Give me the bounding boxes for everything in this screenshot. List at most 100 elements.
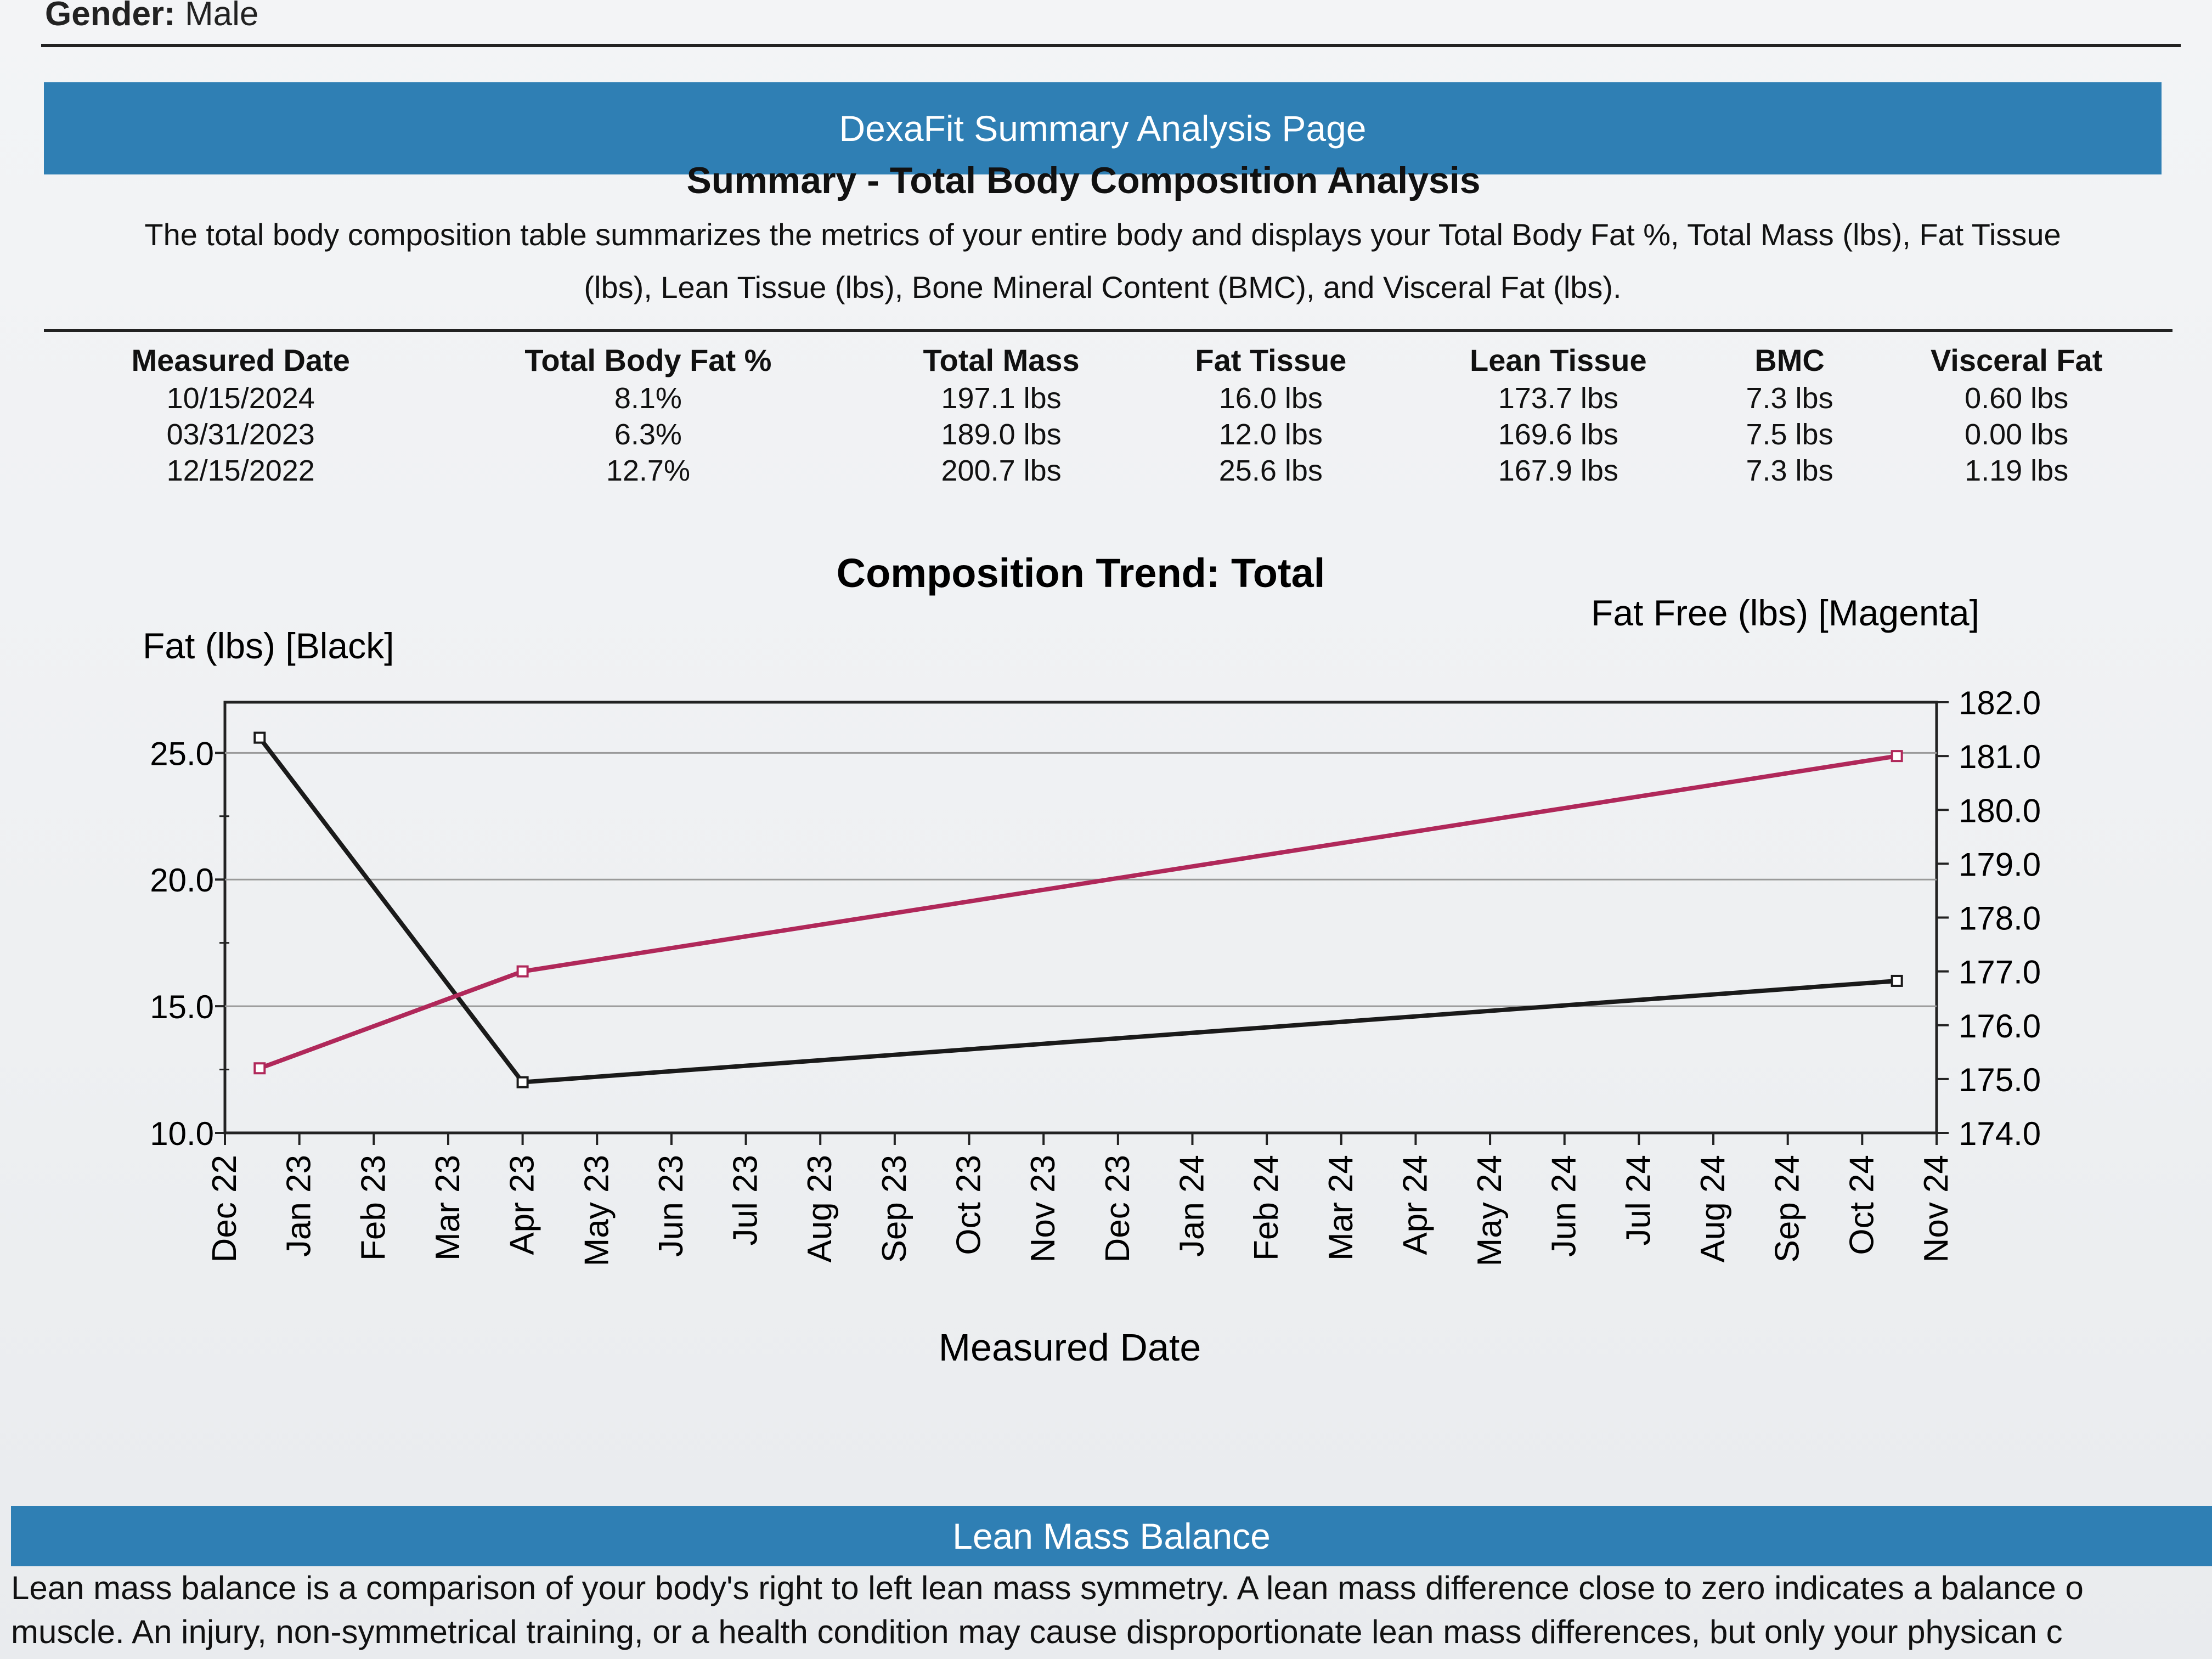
plot-frame [223,701,1938,1135]
col-visceral-fat: Visceral Fat [1930,343,2103,377]
x-tick-label: Nov 23 [1024,1155,1062,1262]
intro-line-1: The total body composition table summari… [144,217,2061,252]
right-tick-label: 179.0 [1959,846,2041,883]
x-tick-label: Jun 24 [1545,1155,1583,1257]
left-tick-label: 10.0 [150,1115,214,1152]
table-cell: 0.00 lbs [1965,418,2069,451]
lean-mass-text: Lean mass balance is a comparison of you… [11,1566,2200,1654]
table-header-row: Measured Date Total Body Fat % Total Mas… [49,340,2167,380]
table-cell: 189.0 lbs [941,418,1062,451]
table-cell: 03/31/2023 [166,418,315,451]
table-cell: 7.5 lbs [1746,418,1833,451]
table-cell: 7.3 lbs [1746,382,1833,415]
right-tick-label: 174.0 [1959,1115,2041,1152]
table-cell: 12.7% [606,454,690,487]
table-cell: 197.1 lbs [941,382,1062,415]
x-tick-label: Sep 23 [876,1155,913,1263]
x-tick-label: Feb 23 [354,1155,392,1261]
table-cell: 25.6 lbs [1218,454,1323,487]
header-divider [41,44,2181,47]
section-title: Summary - Total Body Composition Analysi… [686,160,1481,201]
x-tick-label: Jan 23 [280,1155,318,1257]
x-axis-label: Measured Date [939,1326,1201,1369]
right-axis-label: Fat Free (lbs) [Magenta] [1591,592,1979,633]
fat-free-data-point [1891,750,1903,763]
table-row: 10/15/2024 8.1% 197.1 lbs 16.0 lbs 173.7… [49,380,2167,416]
lean-mass-band: Lean Mass Balance [11,1506,2212,1566]
right-tick-label: 178.0 [1959,900,2041,937]
x-tick-label: Feb 24 [1248,1155,1285,1261]
x-tick-label: Jan 24 [1173,1155,1211,1257]
x-tick-label: Jul 24 [1620,1155,1657,1245]
chart-title: Composition Trend: Total [837,550,1325,596]
intro-text: The total body composition table summari… [77,208,2129,314]
x-tick-label: Jul 23 [727,1155,765,1245]
col-bmc: BMC [1754,343,1825,377]
left-tick-label: 20.0 [150,862,214,899]
x-tick-label: Aug 23 [801,1155,839,1263]
table-cell: 7.3 lbs [1746,454,1833,487]
x-tick-label: Oct 23 [950,1155,988,1255]
x-tick-label: Oct 24 [1843,1155,1881,1255]
gender-field: Gender: Male [45,0,258,33]
col-lean-tissue: Lean Tissue [1470,343,1647,377]
x-tick-label: Nov 24 [1917,1155,1955,1262]
table-cell: 173.7 lbs [1498,382,1618,415]
table-cell: 169.6 lbs [1498,418,1618,451]
x-tick-label: Apr 23 [504,1155,541,1255]
lean-mass-line-1: Lean mass balance is a comparison of you… [11,1570,2084,1606]
intro-line-2: (lbs), Lean Tissue (lbs), Bone Mineral C… [584,270,1622,304]
x-tick-label: Mar 24 [1322,1155,1360,1261]
right-tick-label: 176.0 [1959,1008,2041,1045]
col-measured-date: Measured Date [131,343,350,377]
fat-data-point [1891,974,1903,987]
right-tick-label: 180.0 [1959,792,2041,829]
composition-table: Measured Date Total Body Fat % Total Mas… [49,340,2167,489]
lean-mass-band-title: Lean Mass Balance [952,1516,1271,1556]
fat-free-data-point [253,1062,266,1075]
gender-label: Gender: [45,0,176,33]
table-cell: 1.19 lbs [1965,454,2069,487]
right-tick-label: 181.0 [1959,738,2041,775]
table-row: 03/31/2023 6.3% 189.0 lbs 12.0 lbs 169.6… [49,416,2167,453]
summary-band: DexaFit Summary Analysis Page [44,82,2162,174]
plot-area: 10.0 15.0 20.0 25.0 174.0 175.0 176.0 177.0 178.… [150,685,2041,1266]
x-tick-label: Dec 23 [1099,1155,1137,1262]
gender-value: Male [184,0,259,33]
table-cell: 6.3% [614,418,682,451]
table-cell: 12/15/2022 [166,454,315,487]
left-axis-label: Fat (lbs) [Black] [143,625,394,666]
col-fat-tissue: Fat Tissue [1195,343,1347,377]
table-cell: 200.7 lbs [941,454,1062,487]
table-cell: 0.60 lbs [1965,382,2069,415]
right-tick-label: 175.0 [1959,1062,2041,1098]
summary-band-title: DexaFit Summary Analysis Page [839,108,1367,149]
fat-data-point [516,1076,529,1088]
table-row: 12/15/2022 12.7% 200.7 lbs 25.6 lbs 167.… [49,453,2167,489]
composition-trend-chart: Composition Trend: Total Fat (lbs) [Blac… [0,538,2212,1393]
x-tick-label: Aug 24 [1694,1155,1732,1263]
x-tick-label: Jun 23 [652,1155,690,1257]
left-tick-label: 15.0 [150,989,214,1025]
table-cell: 8.1% [614,382,682,415]
x-tick-label: Apr 24 [1396,1155,1434,1255]
fat-series-line [258,736,1897,1085]
x-tick-label: Sep 24 [1769,1155,1807,1263]
col-total-mass: Total Mass [923,343,1080,377]
x-tick-label: May 24 [1471,1155,1509,1266]
fat-free-series-line [258,754,1898,1071]
x-tick-label: Dec 22 [206,1155,244,1262]
table-cell: 12.0 lbs [1218,418,1323,451]
lean-mass-line-2: muscle. An injury, non-symmetrical train… [11,1613,2063,1650]
trend-chart-svg: Composition Trend: Total Fat (lbs) [Blac… [143,550,2041,1369]
table-cell: 167.9 lbs [1498,454,1618,487]
right-tick-label: 182.0 [1959,685,2041,721]
right-tick-label: 177.0 [1959,954,2041,991]
table-divider [44,329,2172,332]
table-cell: 10/15/2024 [166,382,315,415]
table-cell: 16.0 lbs [1218,382,1323,415]
x-tick-label: Mar 23 [429,1155,467,1261]
fat-free-data-point [516,965,529,978]
x-tick-label: May 23 [578,1155,616,1266]
